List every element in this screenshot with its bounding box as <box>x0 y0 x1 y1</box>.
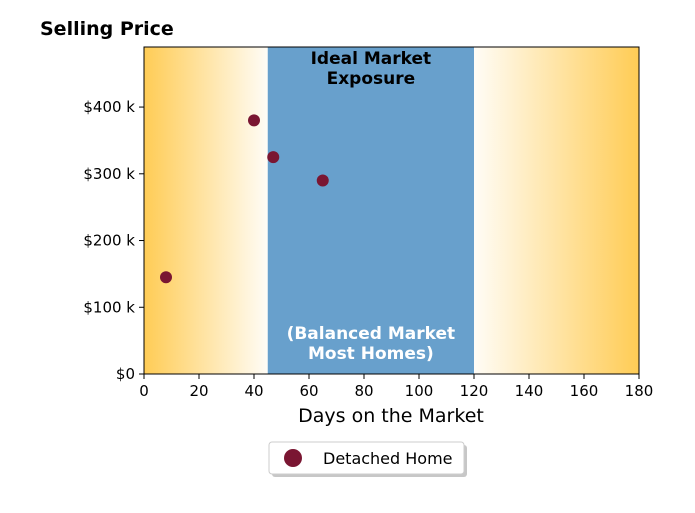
band-label-top-line2: Exposure <box>327 69 416 89</box>
x-tick-label: 0 <box>139 382 149 400</box>
data-point-detached-home <box>160 271 172 284</box>
band-label-bottom-line1: (Balanced Market <box>287 324 456 344</box>
legend: Detached Home <box>268 441 467 477</box>
ideal-market-band <box>267 47 474 374</box>
band-label-bottom-line2: Most Homes) <box>308 344 434 364</box>
x-tick-label: 20 <box>189 382 208 400</box>
y-tick-label: $0 <box>116 365 135 383</box>
data-point-detached-home <box>248 114 260 127</box>
y-tick-label: $300 k <box>83 165 135 183</box>
x-tick-label: 80 <box>354 382 373 400</box>
y-tick-label: $400 k <box>83 98 135 116</box>
chart-title: Selling Price <box>40 18 174 40</box>
x-tick-label: 60 <box>299 382 318 400</box>
background-gradient-right <box>474 47 639 374</box>
x-tick-label: 180 <box>625 382 654 400</box>
y-tick-label: $100 k <box>83 298 135 316</box>
data-point-detached-home <box>316 174 329 187</box>
x-tick-label: 160 <box>570 382 599 400</box>
legend-marker-detached-home <box>284 449 302 467</box>
x-axis-label: Days on the Market <box>298 405 484 427</box>
data-point-detached-home <box>267 151 280 164</box>
band-label-top-line1: Ideal Market <box>311 49 432 69</box>
x-tick-label: 40 <box>244 382 263 400</box>
legend-label-detached-home: Detached Home <box>323 449 453 468</box>
y-tick-label: $200 k <box>83 232 135 250</box>
x-tick-label: 120 <box>460 382 489 400</box>
legend-box <box>268 441 465 475</box>
x-tick-label: 100 <box>405 382 434 400</box>
plot-frame <box>143 46 640 375</box>
background-gradient-left <box>144 47 268 374</box>
x-tick-label: 140 <box>515 382 544 400</box>
